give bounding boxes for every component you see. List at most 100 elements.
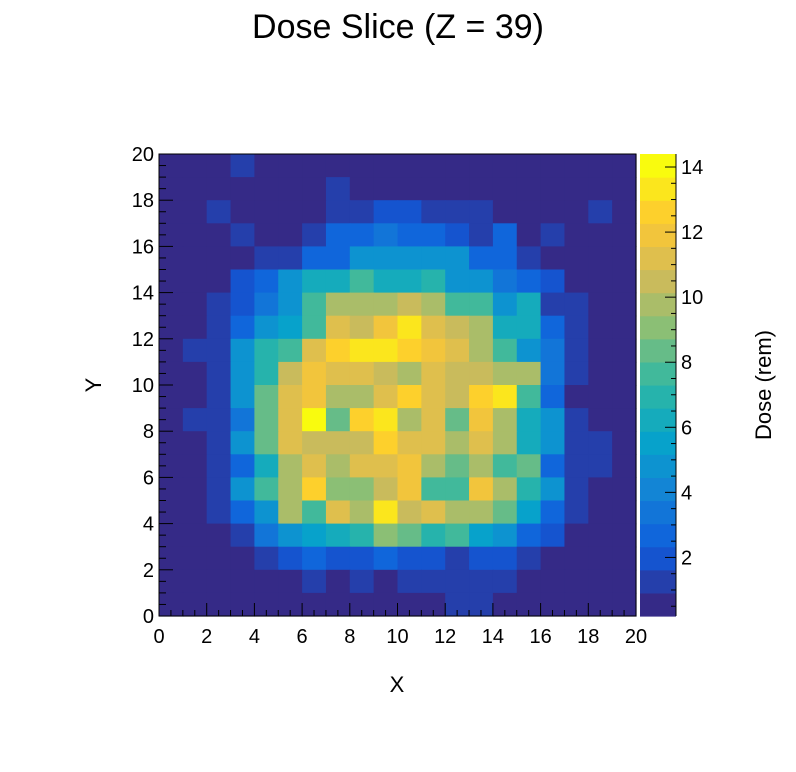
heatmap-cell [516, 569, 542, 594]
heatmap-cell [302, 315, 327, 340]
heatmap-cell [302, 177, 327, 201]
heatmap-cell [492, 269, 518, 294]
heatmap-cell [397, 385, 422, 409]
heatmap-cell [230, 200, 255, 224]
heatmap-cell [349, 246, 375, 271]
x-tick-label: 14 [482, 626, 504, 648]
chart-title: Dose Slice (Z = 39) [252, 8, 544, 46]
heatmap-cell [254, 177, 279, 201]
heatmap-cell [588, 154, 613, 178]
heatmap-cell [159, 431, 184, 455]
x-axis: 0 2 4 6 8 10 12 14 16 18 20 [153, 603, 647, 648]
heatmap-cell [445, 361, 470, 386]
heatmap-cell [564, 454, 589, 478]
heatmap-cell [230, 292, 255, 317]
heatmap-cell [182, 246, 208, 271]
heatmap-cell [325, 292, 351, 317]
heatmap-cell [397, 546, 422, 571]
heatmap-cell [516, 477, 542, 502]
heatmap-cell [325, 500, 351, 525]
heatmap-cell [182, 315, 208, 340]
heatmap-cell [373, 477, 399, 502]
heatmap-cell [325, 569, 351, 594]
y-tick-label: 16 [132, 236, 154, 258]
heatmap-cell [159, 361, 184, 386]
color-scale-band [640, 454, 676, 478]
color-scale-band [640, 477, 676, 502]
heatmap-cell [516, 246, 542, 271]
z-tick-label: 6 [681, 417, 692, 439]
heatmap-cell [182, 361, 208, 386]
heatmap-cell [254, 246, 279, 271]
heatmap-cell [540, 361, 566, 386]
y-tick-label: 6 [143, 467, 154, 489]
heatmap-cell [182, 500, 208, 525]
heatmap-cell [230, 546, 255, 571]
heatmap-cell [564, 500, 589, 525]
heatmap-cell [373, 315, 399, 340]
heatmap-cell [325, 154, 351, 178]
heatmap-cell [325, 269, 351, 294]
color-scale-band [640, 177, 676, 201]
color-scale-band [640, 154, 676, 178]
heatmap-cell [445, 569, 470, 594]
heatmap-cell [182, 269, 208, 294]
heatmap-cell [564, 523, 589, 548]
heatmap-cell [445, 154, 470, 178]
heatmap-cell [445, 431, 470, 455]
heatmap-cell [540, 246, 566, 271]
heatmap-cell [373, 292, 399, 317]
heatmap-cell [230, 338, 255, 363]
heatmap-cell [469, 385, 494, 409]
heatmap-cell [159, 200, 184, 224]
heatmap-cell [325, 523, 351, 548]
heatmap-cell [254, 223, 279, 247]
heatmap-cell [588, 338, 613, 363]
heatmap-cell [445, 223, 470, 247]
heatmap-cell [612, 523, 637, 548]
heatmap-cell [206, 338, 232, 363]
heatmap-cell [492, 200, 518, 224]
heatmap-cell [564, 177, 589, 201]
heatmap-cell [469, 523, 494, 548]
heatmap-cell [397, 200, 422, 224]
heatmap-cell [397, 292, 422, 317]
heatmap-cell [206, 546, 232, 571]
heatmap-cell [230, 408, 255, 432]
heatmap-cell [492, 546, 518, 571]
y-tick-label: 0 [143, 606, 154, 628]
heatmap-cell [373, 223, 399, 247]
heatmap-cell [159, 177, 184, 201]
heatmap-cell [588, 592, 613, 617]
color-scale-band [640, 431, 676, 455]
heatmap-cell [230, 385, 255, 409]
heatmap-cell [492, 292, 518, 317]
heatmap-cell [159, 454, 184, 478]
heatmap-cell [302, 569, 327, 594]
y-tick-label: 4 [143, 514, 154, 536]
heatmap-cell [159, 292, 184, 317]
heatmap-cell [540, 454, 566, 478]
heatmap-cell [278, 385, 303, 409]
heatmap-cell [373, 200, 399, 224]
heatmap-cell [159, 477, 184, 502]
heatmap-cell [564, 408, 589, 432]
heatmap-cell [325, 338, 351, 363]
heatmap-cell [182, 546, 208, 571]
heatmap-cell [278, 592, 303, 617]
heatmap-cell [182, 292, 208, 317]
heatmap-cell [612, 154, 637, 178]
heatmap-cell [564, 569, 589, 594]
heatmap-cell [421, 523, 446, 548]
heatmap-cell [182, 431, 208, 455]
heatmap-cell [421, 431, 446, 455]
heatmap-cell [397, 246, 422, 271]
heatmap-cell [516, 500, 542, 525]
heatmap-cell [230, 315, 255, 340]
heatmap-cell [159, 500, 184, 525]
heatmap-cell [421, 223, 446, 247]
heatmap-cell [397, 338, 422, 363]
heatmap-cell [206, 500, 232, 525]
heatmap-cell [302, 431, 327, 455]
x-tick-label: 0 [153, 626, 164, 648]
